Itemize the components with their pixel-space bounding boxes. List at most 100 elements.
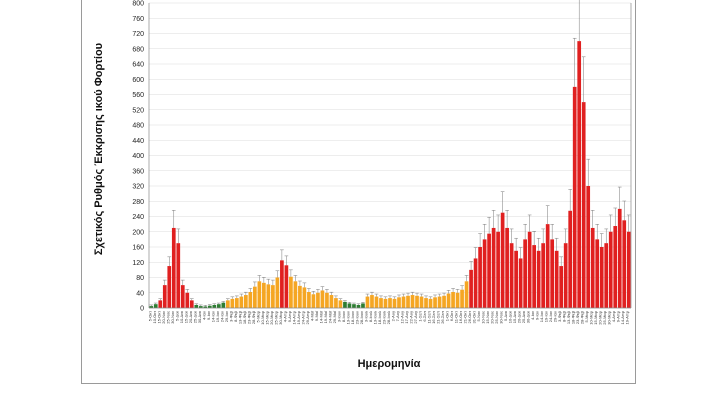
x-tick-label-68: 11-Οκτ <box>454 311 459 324</box>
x-tick-label-80: 10-Δεκ <box>508 311 513 323</box>
bar-37 <box>316 292 320 308</box>
x-tick-label-82: 20-Δεκ <box>517 311 522 323</box>
y-tick-label-760: 760 <box>132 16 144 23</box>
x-tick-label-91: 3-Φεβ <box>557 310 562 322</box>
bar-24 <box>257 281 262 308</box>
x-tick-label-12: 4-Ιαν <box>201 311 206 320</box>
bar-73 <box>478 247 482 308</box>
y-tick-label-800: 800 <box>132 1 144 8</box>
x-tick-label-44: 13-Ιουν <box>345 311 350 324</box>
bars <box>149 41 631 308</box>
x-tick-label-52: 23-Ιουλ <box>381 311 386 324</box>
x-tick-label-63: 16-Σεπ <box>431 311 436 324</box>
x-tick-label-32: 14-Απρ <box>291 310 296 324</box>
x-tick-label-50: 13-Ιουλ <box>372 311 377 324</box>
x-tick-label-60: 1-Σεπ <box>418 311 423 322</box>
x-tick-label-70: 21-Οκτ <box>463 311 468 324</box>
x-tick-label-8: 15-Δεκ <box>183 311 188 323</box>
bar-79 <box>505 227 509 308</box>
bar-96 <box>581 102 586 308</box>
bar-85 <box>532 245 536 308</box>
y-tick-label-0: 0 <box>140 306 144 313</box>
x-tick-label-28: 25-Μαρ <box>273 310 278 324</box>
x-tick-label-93: 13-Φεβ <box>566 310 571 324</box>
bar-44 <box>347 303 352 308</box>
x-tick-label-65: 26-Σεπ <box>440 311 445 324</box>
bar-64 <box>437 296 442 308</box>
x-tick-label-48: 3-Ιουλ <box>363 311 368 322</box>
bar-1 <box>153 304 158 308</box>
y-tick-label-520: 520 <box>132 107 144 114</box>
bar-93 <box>568 210 573 308</box>
x-tick-label-21: 18-Φεβ <box>242 310 247 324</box>
bar-38 <box>320 290 325 308</box>
bar-56 <box>401 296 406 308</box>
chart-frame: 0 40 80 120 160 200 240 280 320 360 400 440 480 520 56… <box>81 0 636 384</box>
y-tick-label-120: 120 <box>132 260 144 267</box>
bar-25 <box>262 282 266 308</box>
x-tick-label-37: 9-Μαϊ <box>314 311 319 321</box>
x-tick-label-2: 15-Οκτ <box>156 311 161 324</box>
x-tick-label-95: 23-Φεβ <box>575 310 580 324</box>
bar-82 <box>518 258 523 308</box>
bar-30 <box>284 265 289 308</box>
bar-55 <box>397 297 401 308</box>
bar-6 <box>176 243 181 308</box>
bar-61 <box>424 298 428 308</box>
x-tick-label-18: 3-Φεβ <box>228 310 233 322</box>
x-tick-label-3: 20-Νοε <box>161 311 166 324</box>
x-tick-label-41: 29-Μαϊ <box>332 311 337 323</box>
bar-94 <box>572 86 577 308</box>
bar-22 <box>248 291 253 308</box>
bar-7 <box>180 285 185 308</box>
bar-68 <box>455 292 460 308</box>
bar-105 <box>622 220 627 308</box>
y-tick-label-40: 40 <box>136 290 144 297</box>
bar-50 <box>374 296 379 308</box>
bar-60 <box>419 296 424 308</box>
bar-77 <box>496 231 500 308</box>
x-tick-label-42: 3-Ιουν <box>336 311 341 322</box>
x-tick-label-71: 26-Οκτ <box>467 311 472 324</box>
x-tick-label-9: 20-Δεκ <box>188 311 193 323</box>
x-tick-label-74: 10-Νοε <box>481 311 486 324</box>
x-tick-label-7: 10-Δεκ <box>179 311 184 323</box>
bar-70 <box>464 281 469 308</box>
bar-100 <box>599 247 604 308</box>
x-tick-label-5: 30-Νοε <box>170 311 175 324</box>
x-tick-label-39: 19-Μαϊ <box>323 311 328 323</box>
x-tick-label-16: 24-Ιαν <box>219 311 224 322</box>
bar-29 <box>280 260 284 308</box>
bar-101 <box>604 243 609 308</box>
bar-66 <box>446 293 451 308</box>
x-tick-label-72: 31-Οκτ <box>472 311 477 324</box>
bar-53 <box>388 298 392 308</box>
x-tick-label-78: 30-Νοε <box>499 311 504 324</box>
x-tick-label-38: 14-Μαϊ <box>318 311 323 323</box>
bar-46 <box>356 304 361 308</box>
x-tick-label-83: 25-Δεκ <box>521 311 526 323</box>
x-tick-label-36: 4-Μαϊ <box>309 311 314 321</box>
x-axis-label: Ημερομηνία <box>358 358 421 370</box>
x-tick-label-67: 6-Οκτ <box>449 311 454 322</box>
bar-13 <box>207 305 212 308</box>
bar-21 <box>244 295 248 308</box>
bar-58 <box>410 295 415 308</box>
bar-47 <box>361 303 365 308</box>
x-tick-label-87: 14-Ιαν <box>539 311 544 322</box>
y-tick-label-80: 80 <box>136 275 144 282</box>
x-tick-label-43: 8-Ιουν <box>341 311 346 322</box>
bar-23 <box>253 286 257 308</box>
bar-90 <box>554 250 559 308</box>
y-tick-label-560: 560 <box>132 92 144 99</box>
x-tick-label-64: 21-Σεπ <box>436 311 441 324</box>
bar-87 <box>541 243 546 308</box>
x-tick-label-1: 10-Οκτ <box>152 311 157 324</box>
bar-11 <box>198 306 203 308</box>
bar-41 <box>334 298 338 308</box>
bar-83 <box>523 239 527 308</box>
x-tick-label-4: 25-Νοε <box>165 311 170 324</box>
x-tick-label-26: 15-Μαρ <box>264 310 269 324</box>
x-tick-label-98: 10-Μαρ <box>589 310 594 324</box>
bar-86 <box>536 250 541 308</box>
